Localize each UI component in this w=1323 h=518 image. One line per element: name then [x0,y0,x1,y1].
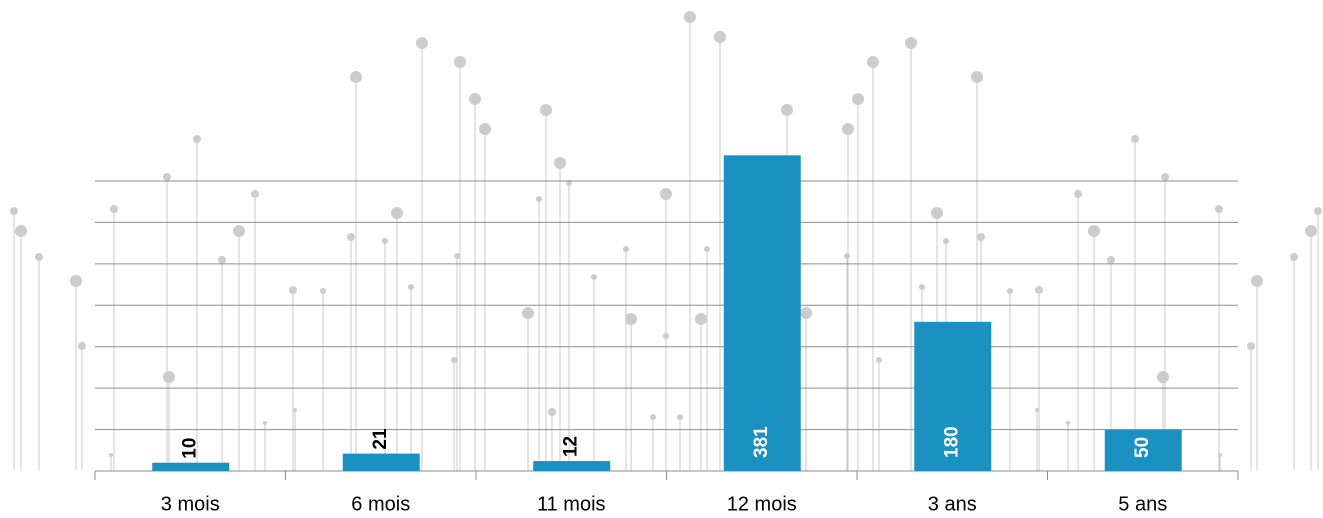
decor-dot [714,31,726,43]
decor-dot [591,274,597,280]
decor-dot [263,421,267,425]
decor-dot [350,71,362,83]
bar [152,462,230,471]
decor-dot [684,11,696,23]
decor-dot [1007,288,1013,294]
value-label: 381 [751,426,772,458]
x-tick-label: 3 mois [161,493,220,515]
decor-dot [110,205,118,213]
decor-dot [1088,225,1100,237]
decor-dot [15,225,27,237]
decor-dot [905,37,917,49]
decor-dot [408,284,414,290]
decor-dot [218,256,226,264]
decor-dot [1074,190,1082,198]
decor-dot [650,414,656,420]
bar [342,453,420,471]
bar [723,155,801,472]
decor-dot [109,453,113,457]
value-label: 180 [941,426,962,458]
decor-dot [454,253,460,259]
decor-dot [1157,371,1169,383]
value-label: 12 [560,436,581,457]
decor-dot [548,408,556,416]
decor-dot [451,357,457,363]
decor-dot [704,246,710,252]
decor-dot [70,275,82,287]
decor-dot [625,313,637,325]
decor-dot [1035,286,1043,294]
decor-dot [540,104,552,116]
decor-dot [1251,275,1263,287]
decor-dot [852,93,864,105]
decor-dot [1314,207,1322,215]
decor-dot [10,207,18,215]
decor-dot [1247,342,1255,350]
decor-dot [977,233,985,241]
x-tick-label: 12 mois [727,493,797,515]
decor-dot [695,313,707,325]
decor-dot [660,188,672,200]
decor-dot [233,225,245,237]
decor-dot [479,123,491,135]
decor-dot [522,307,534,319]
decor-dot [800,307,812,319]
decor-dot [844,253,850,259]
decor-dot [536,196,542,202]
decor-dot [416,37,428,49]
x-tick-label: 3 ans [928,493,977,515]
decor-dot [289,286,297,294]
x-tick-label: 11 mois [537,493,606,515]
decor-dot [454,56,466,68]
decor-dot [391,207,403,219]
decor-dot [1035,408,1039,412]
decor-dot [943,238,949,244]
decor-dot [251,190,259,198]
value-label: 50 [1132,437,1153,458]
bar [914,321,992,471]
decor-dot [1161,173,1169,181]
decor-dot [919,284,925,290]
decor-dot [971,71,983,83]
decor-dot [554,157,566,169]
decor-dot [193,135,201,143]
decor-dot [931,207,943,219]
decor-dot [293,408,297,412]
value-label: 21 [370,428,391,450]
value-label: 10 [179,438,200,459]
decor-dot [842,123,854,135]
decor-dot [78,342,86,350]
decor-dot [469,93,481,105]
decor-dot [347,233,355,241]
decor-dot [1305,225,1317,237]
x-tick-label: 5 ans [1118,493,1167,515]
decor-dot [320,288,326,294]
decor-dot [867,56,879,68]
decor-dot [1218,453,1222,457]
decor-dot [163,371,175,383]
decor-dot [382,238,388,244]
decor-dot [35,253,43,261]
decor-dot [163,173,171,181]
decor-dot [677,414,683,420]
decor-dot [781,104,793,116]
x-tick-label: 6 mois [351,493,410,515]
bar [1104,429,1182,471]
decor-dot [1107,256,1115,264]
decor-dot [1290,253,1298,261]
bar [533,461,611,471]
decor-dot [876,357,882,363]
decor-dot [1131,135,1139,143]
decor-dot [1066,421,1070,425]
decor-dot [623,246,629,252]
decor-dot [1215,205,1223,213]
